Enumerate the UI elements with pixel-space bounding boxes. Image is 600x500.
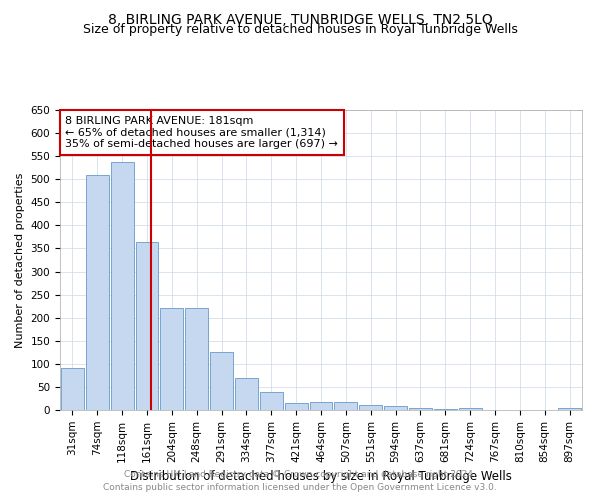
Text: 8 BIRLING PARK AVENUE: 181sqm
← 65% of detached houses are smaller (1,314)
35% o: 8 BIRLING PARK AVENUE: 181sqm ← 65% of d… bbox=[65, 116, 338, 149]
Bar bbox=[359, 406, 382, 410]
Bar bbox=[459, 408, 482, 410]
Text: Size of property relative to detached houses in Royal Tunbridge Wells: Size of property relative to detached ho… bbox=[83, 22, 517, 36]
Text: Contains HM Land Registry data © Crown copyright and database right 2024.
Contai: Contains HM Land Registry data © Crown c… bbox=[103, 470, 497, 492]
Y-axis label: Number of detached properties: Number of detached properties bbox=[15, 172, 25, 348]
Bar bbox=[185, 308, 208, 410]
Bar bbox=[111, 162, 134, 410]
Text: 8, BIRLING PARK AVENUE, TUNBRIDGE WELLS, TN2 5LQ: 8, BIRLING PARK AVENUE, TUNBRIDGE WELLS,… bbox=[107, 12, 493, 26]
Bar bbox=[310, 402, 332, 410]
X-axis label: Distribution of detached houses by size in Royal Tunbridge Wells: Distribution of detached houses by size … bbox=[130, 470, 512, 483]
Bar bbox=[86, 174, 109, 410]
Bar bbox=[210, 352, 233, 410]
Bar bbox=[558, 408, 581, 410]
Bar bbox=[160, 308, 183, 410]
Bar bbox=[384, 406, 407, 410]
Bar bbox=[136, 242, 158, 410]
Bar bbox=[334, 402, 357, 410]
Bar bbox=[434, 409, 457, 410]
Bar bbox=[285, 402, 308, 410]
Bar bbox=[235, 378, 258, 410]
Bar bbox=[260, 392, 283, 410]
Bar bbox=[409, 408, 432, 410]
Bar bbox=[61, 368, 84, 410]
